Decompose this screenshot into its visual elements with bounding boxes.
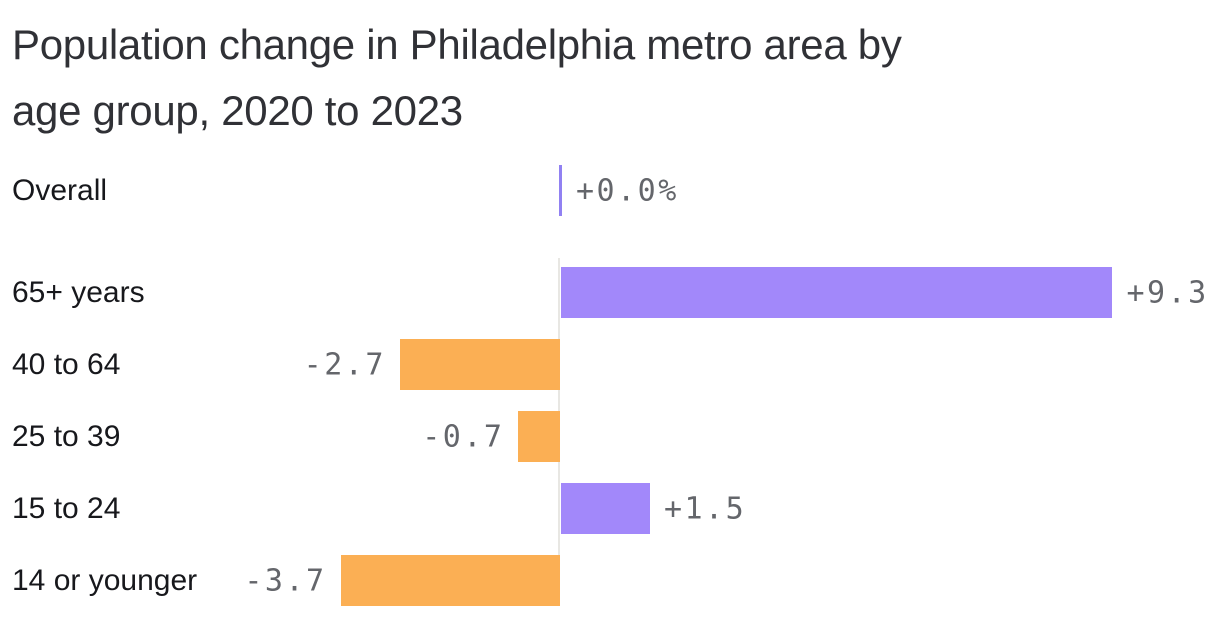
positive-bar <box>561 267 1113 318</box>
negative-bar <box>399 339 560 390</box>
negative-bar <box>518 411 560 462</box>
value-label: +0.0% <box>576 173 679 208</box>
value-label: -3.7 <box>244 563 327 598</box>
negative-bar <box>340 555 560 606</box>
category-label: 14 or younger <box>12 563 198 597</box>
chart-title: Population change in Philadelphia metro … <box>12 21 902 134</box>
category-label: 40 to 64 <box>12 347 121 381</box>
category-label: Overall <box>12 173 108 207</box>
category-label: 15 to 24 <box>12 491 121 525</box>
value-label: -0.7 <box>422 419 505 454</box>
category-label: 65+ years <box>12 275 145 309</box>
value-label: +1.5 <box>663 491 747 526</box>
value-label: -2.7 <box>303 347 386 382</box>
value-label: +9.3 <box>1126 275 1209 310</box>
category-label: 25 to 39 <box>12 419 121 453</box>
zero-tick <box>559 165 562 216</box>
positive-bar <box>561 483 650 534</box>
